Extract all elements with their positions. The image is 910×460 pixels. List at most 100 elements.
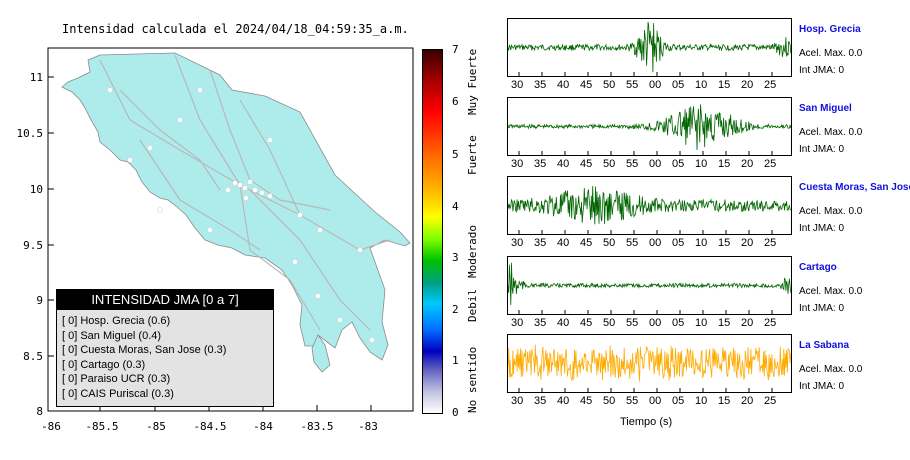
x-tick: -83.5 [300,420,333,433]
time-tick: 35 [534,237,547,249]
time-tick: 35 [534,158,547,170]
waveform-trace [507,344,792,392]
time-tick: 05 [672,237,685,249]
y-tick: 8 [36,405,43,418]
time-tick: 55 [626,158,639,170]
x-tick: -84.5 [193,420,226,433]
time-tick: 30 [511,237,524,249]
time-tick: 00 [649,317,662,329]
scale-label-muy-fuerte: Muy Fuerte [466,48,479,115]
scale-number: 3 [452,251,459,264]
y-tick: 11 [30,71,43,84]
time-tick: 35 [534,317,547,329]
station-intensity: Int JMA: 0 [799,223,845,234]
time-tick: 05 [672,317,685,329]
time-tick: 25 [764,317,777,329]
time-tick: 00 [649,158,662,170]
time-tick: 40 [557,317,570,329]
y-tick: 9.5 [23,239,43,252]
station-accel: Acel. Max. 0.0 [799,48,863,59]
time-tick: 40 [557,158,570,170]
time-tick: 20 [741,158,754,170]
costa-rica-landmass [61,52,411,361]
waveform-trace [507,104,792,155]
station-name: San Miguel [799,103,852,114]
time-tick: 10 [695,317,708,329]
scale-label-moderado: Moderado [466,225,479,278]
time-tick: 45 [580,317,593,329]
time-tick: 40 [557,237,570,249]
station-intensity: Int JMA: 0 [799,303,845,314]
waveform-panel [507,334,792,393]
time-tick: 55 [626,237,639,249]
time-tick: 30 [511,79,524,91]
time-tick: 30 [511,395,524,407]
intensity-scale-bar [422,49,443,414]
station-accel: Acel. Max. 0.0 [799,127,863,138]
time-tick: 45 [580,79,593,91]
time-tick: 45 [580,237,593,249]
x-axis-label: Tiempo (s) [620,416,673,428]
time-tick: 25 [764,79,777,91]
scale-label-fuerte: Fuerte [466,135,479,175]
waveform-trace [507,186,792,234]
scale-label-debil: Debil [466,288,479,322]
waveform-panel [507,97,792,156]
scale-label-no-sentido: No sentido [466,346,479,413]
time-tick: 30 [511,317,524,329]
time-tick: 15 [718,395,731,407]
time-tick: 35 [534,395,547,407]
time-tick: 40 [557,79,570,91]
time-tick: 50 [603,79,616,91]
time-tick: 50 [603,158,616,170]
scale-number: 1 [452,354,459,367]
x-tick: -86 [41,420,61,433]
time-tick: 25 [764,158,777,170]
station-name: Cuesta Moras, San Jose [799,182,910,193]
scale-number: 5 [452,148,459,161]
x-tick: -83 [358,420,378,433]
y-tick: 10 [30,183,43,196]
legend-item: [ 0] CAIS Puriscal (0.3) [62,387,174,400]
time-tick: 50 [603,237,616,249]
scale-number: 4 [452,200,459,213]
waveform-panel [507,176,792,235]
time-tick: 55 [626,79,639,91]
waveform-trace [507,262,792,314]
time-tick: 25 [764,395,777,407]
scale-number: 0 [452,406,459,419]
time-tick: 35 [534,79,547,91]
x-tick: -84 [253,420,273,433]
time-tick: 40 [557,395,570,407]
station-name: Hosp. Grecia [799,24,861,35]
station-name: La Sabana [799,340,850,351]
waveform-trace [507,21,792,76]
station-accel: Acel. Max. 0.0 [799,286,863,297]
time-tick: 55 [626,395,639,407]
time-tick: 10 [695,79,708,91]
scale-number: 2 [452,303,459,316]
time-tick: 45 [580,158,593,170]
legend-item: [ 0] San Miguel (0.4) [62,329,162,342]
time-tick: 45 [580,395,593,407]
station-intensity: Int JMA: 0 [799,65,845,76]
time-tick: 10 [695,237,708,249]
time-tick: 30 [511,158,524,170]
station-intensity: Int JMA: 0 [799,381,845,392]
time-tick: 00 [649,237,662,249]
x-tick: -85.5 [85,420,118,433]
station-accel: Acel. Max. 0.0 [799,206,863,217]
legend-item: [ 0] Cartago (0.3) [62,358,146,371]
time-tick: 15 [718,158,731,170]
legend-item: [ 0] Paraiso UCR (0.3) [62,373,171,386]
x-tick: -85 [146,420,166,433]
y-tick: 9 [36,294,43,307]
time-tick: 05 [672,395,685,407]
time-tick: 15 [718,79,731,91]
time-tick: 10 [695,158,708,170]
time-tick: 20 [741,237,754,249]
station-intensity: Int JMA: 0 [799,144,845,155]
legend-item: [ 0] Cuesta Moras, San Jose (0.3) [62,344,227,357]
time-tick: 00 [649,395,662,407]
time-tick: 05 [672,158,685,170]
